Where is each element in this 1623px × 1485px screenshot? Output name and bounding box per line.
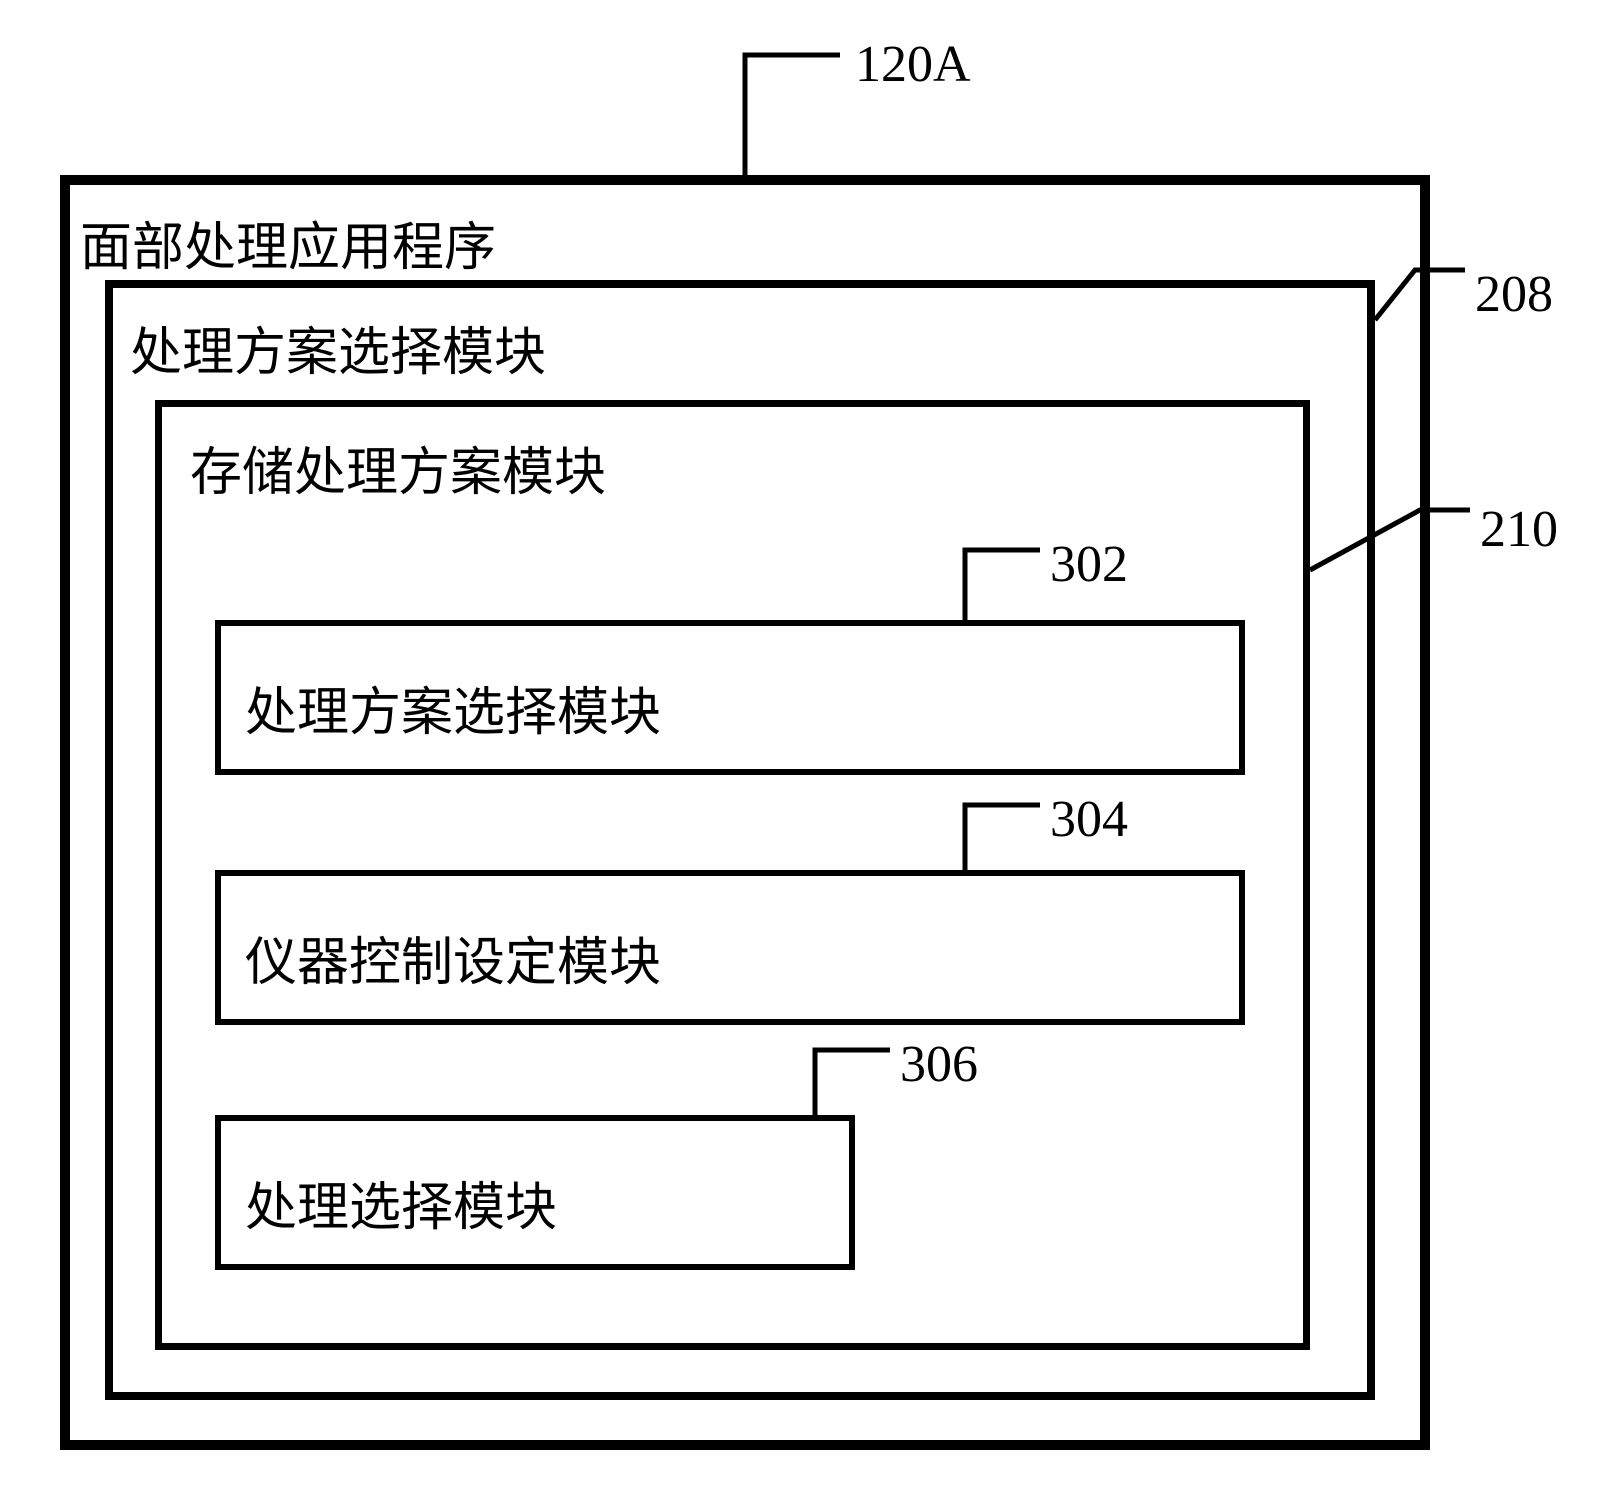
diagram-canvas: 面部处理应用程序 处理方案选择模块 存储处理方案模块 处理方案选择模块 仪器控制… [0,0,1623,1485]
callout-306 [815,1050,890,1115]
callout-210 [1310,510,1470,570]
callout-304 [965,805,1040,870]
callout-302 [965,550,1040,620]
callouts-svg [0,0,1623,1485]
callout-208 [1375,270,1465,320]
callout-120a [745,55,840,175]
